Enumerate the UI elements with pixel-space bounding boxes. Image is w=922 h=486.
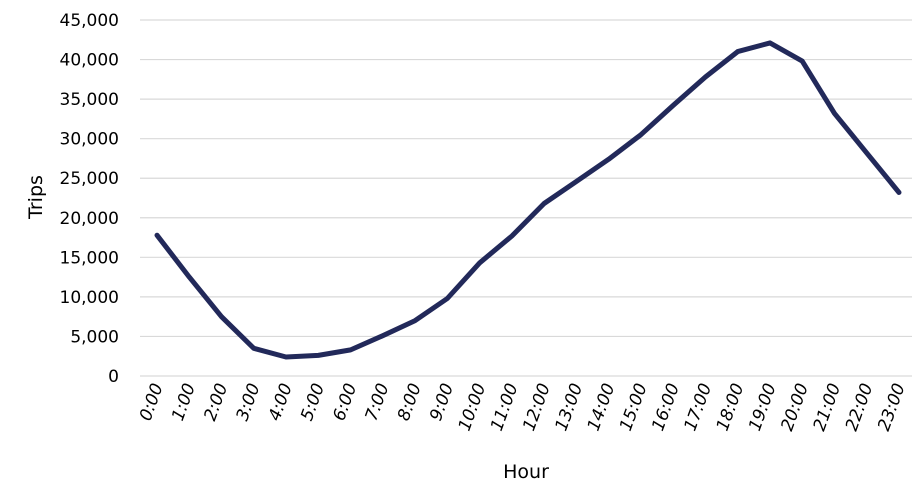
series-line bbox=[154, 40, 902, 360]
x-tick-label: 8:00 bbox=[394, 381, 426, 424]
x-tick-label: 4:00 bbox=[265, 381, 297, 424]
x-tick-label: 12:00 bbox=[519, 381, 555, 434]
y-tick-label: 15,000 bbox=[60, 248, 119, 268]
x-tick-label: 9:00 bbox=[426, 381, 458, 424]
x-tick-label: 15:00 bbox=[616, 381, 652, 434]
y-tick-label: 30,000 bbox=[60, 130, 119, 150]
x-axis-title: Hour bbox=[503, 461, 549, 483]
x-tick-label: 16:00 bbox=[648, 381, 684, 434]
x-tick-label: 22:00 bbox=[842, 381, 878, 434]
y-axis-title: Trips bbox=[25, 175, 47, 220]
x-tick-label: 0:00 bbox=[136, 381, 168, 424]
y-tick-label: 20,000 bbox=[60, 209, 119, 229]
x-tick-label: 5:00 bbox=[297, 381, 329, 424]
x-tick-label: 11:00 bbox=[487, 381, 523, 434]
x-tick-label: 20:00 bbox=[777, 381, 813, 434]
y-axis-tick-labels: 0 5,000 10,000 15,000 20,000 25,000 30,000 35,0… bbox=[60, 11, 119, 387]
x-tick-label: 23:00 bbox=[874, 381, 910, 434]
y-tick-label: 10,000 bbox=[60, 288, 119, 308]
y-tick-label: 35,000 bbox=[60, 90, 119, 110]
x-tick-label: 7:00 bbox=[362, 381, 394, 424]
x-tick-label: 17:00 bbox=[681, 381, 717, 434]
x-tick-label: 14:00 bbox=[584, 381, 620, 434]
series-group bbox=[154, 40, 902, 360]
x-tick-label: 1:00 bbox=[168, 381, 200, 424]
x-tick-label: 13:00 bbox=[552, 381, 588, 434]
x-tick-label: 18:00 bbox=[713, 381, 749, 434]
x-tick-label: 6:00 bbox=[329, 381, 361, 424]
x-tick-label: 2:00 bbox=[200, 381, 232, 424]
y-tick-label: 0 bbox=[108, 367, 119, 387]
y-tick-label: 45,000 bbox=[60, 11, 119, 31]
x-tick-label: 19:00 bbox=[745, 381, 781, 434]
x-tick-label: 21:00 bbox=[810, 381, 846, 434]
y-tick-label: 40,000 bbox=[60, 51, 119, 71]
y-tick-label: 5,000 bbox=[70, 327, 119, 347]
x-tick-label: 10:00 bbox=[455, 381, 491, 434]
y-tick-label: 25,000 bbox=[60, 169, 119, 189]
x-axis-tick-labels: 0:00 1:00 2:00 3:00 4:00 5:00 6:00 7:00 8:00 9:00… bbox=[136, 381, 910, 434]
x-tick-label: 3:00 bbox=[233, 381, 265, 424]
y-gridlines bbox=[140, 19, 912, 377]
